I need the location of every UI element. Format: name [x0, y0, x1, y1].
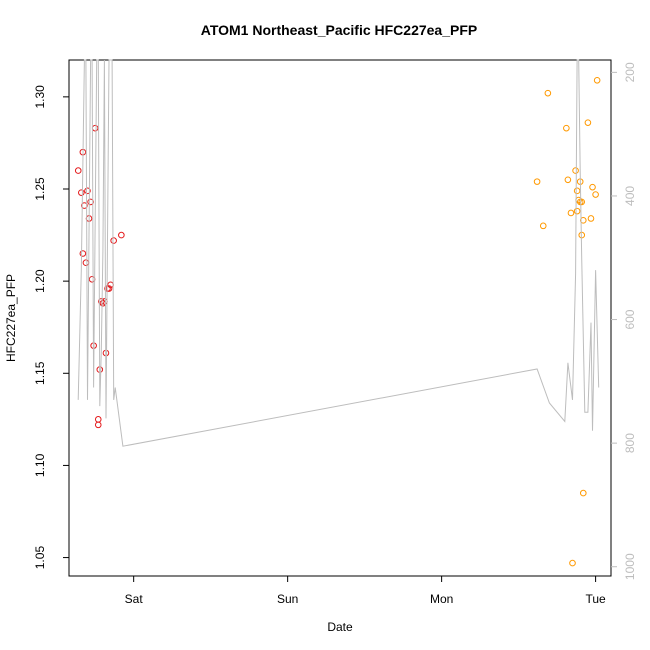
data-point — [82, 259, 90, 267]
data-point — [544, 89, 552, 97]
data-point — [573, 207, 581, 215]
y-tick-label: 1.30 — [33, 85, 47, 109]
data-point — [98, 298, 105, 305]
data-point — [539, 222, 547, 230]
data-point — [584, 119, 592, 126]
data-point — [592, 191, 599, 198]
data-point — [74, 167, 82, 174]
y-tick-label: 1.25 — [33, 177, 47, 201]
data-point — [84, 187, 91, 195]
data-point — [110, 237, 117, 244]
x-tick-label: Mon — [430, 592, 453, 606]
data-point — [533, 178, 541, 185]
data-point — [118, 231, 125, 239]
right-tick-label: 200 — [623, 62, 637, 82]
data-point — [94, 421, 102, 429]
x-tick-label: Sun — [277, 592, 298, 606]
data-point — [88, 276, 96, 283]
data-point — [87, 198, 94, 206]
y-tick-label: 1.10 — [33, 453, 47, 477]
y-tick-label: 1.20 — [33, 269, 47, 293]
series-layer — [74, 59, 601, 567]
right-tick-label: 600 — [623, 309, 637, 329]
right-tick-label: 400 — [623, 186, 637, 206]
right-tick-label: 1000 — [623, 553, 637, 580]
plot-frame — [68, 59, 612, 577]
x-tick-label: Tue — [585, 592, 606, 606]
data-point — [79, 250, 87, 257]
data-point — [81, 202, 88, 209]
data-point — [593, 76, 601, 84]
chart-title: ATOM1 Northeast_Pacific HFC227ea_PFP — [201, 22, 477, 38]
data-point — [91, 124, 99, 132]
x-axis: Sat Sun Mon Tue — [125, 576, 606, 606]
y-axis: 1.05 1.10 1.15 1.20 1.25 1.30 — [33, 85, 69, 569]
data-point — [578, 198, 586, 206]
data-point — [572, 167, 579, 174]
data-point — [587, 215, 595, 222]
y-tick-label: 1.05 — [33, 546, 47, 570]
data-point — [78, 189, 85, 196]
data-point — [589, 183, 596, 191]
data-point — [563, 124, 570, 132]
x-axis-label: Date — [327, 620, 353, 634]
series-line — [77, 59, 600, 447]
data-point — [573, 187, 581, 195]
right-tick-label: 800 — [623, 433, 637, 453]
y-tick-label: 1.15 — [33, 361, 47, 385]
data-point — [105, 285, 113, 292]
y-axis-label: HFC227ea_PFP — [4, 274, 18, 362]
right-axis: 200 400 600 800 1000 — [611, 62, 637, 580]
data-point — [579, 489, 587, 497]
data-point — [564, 176, 572, 184]
data-point — [567, 209, 575, 217]
data-point — [579, 217, 587, 224]
data-point — [569, 559, 576, 567]
data-point — [94, 416, 102, 423]
x-tick-label: Sat — [125, 592, 144, 606]
